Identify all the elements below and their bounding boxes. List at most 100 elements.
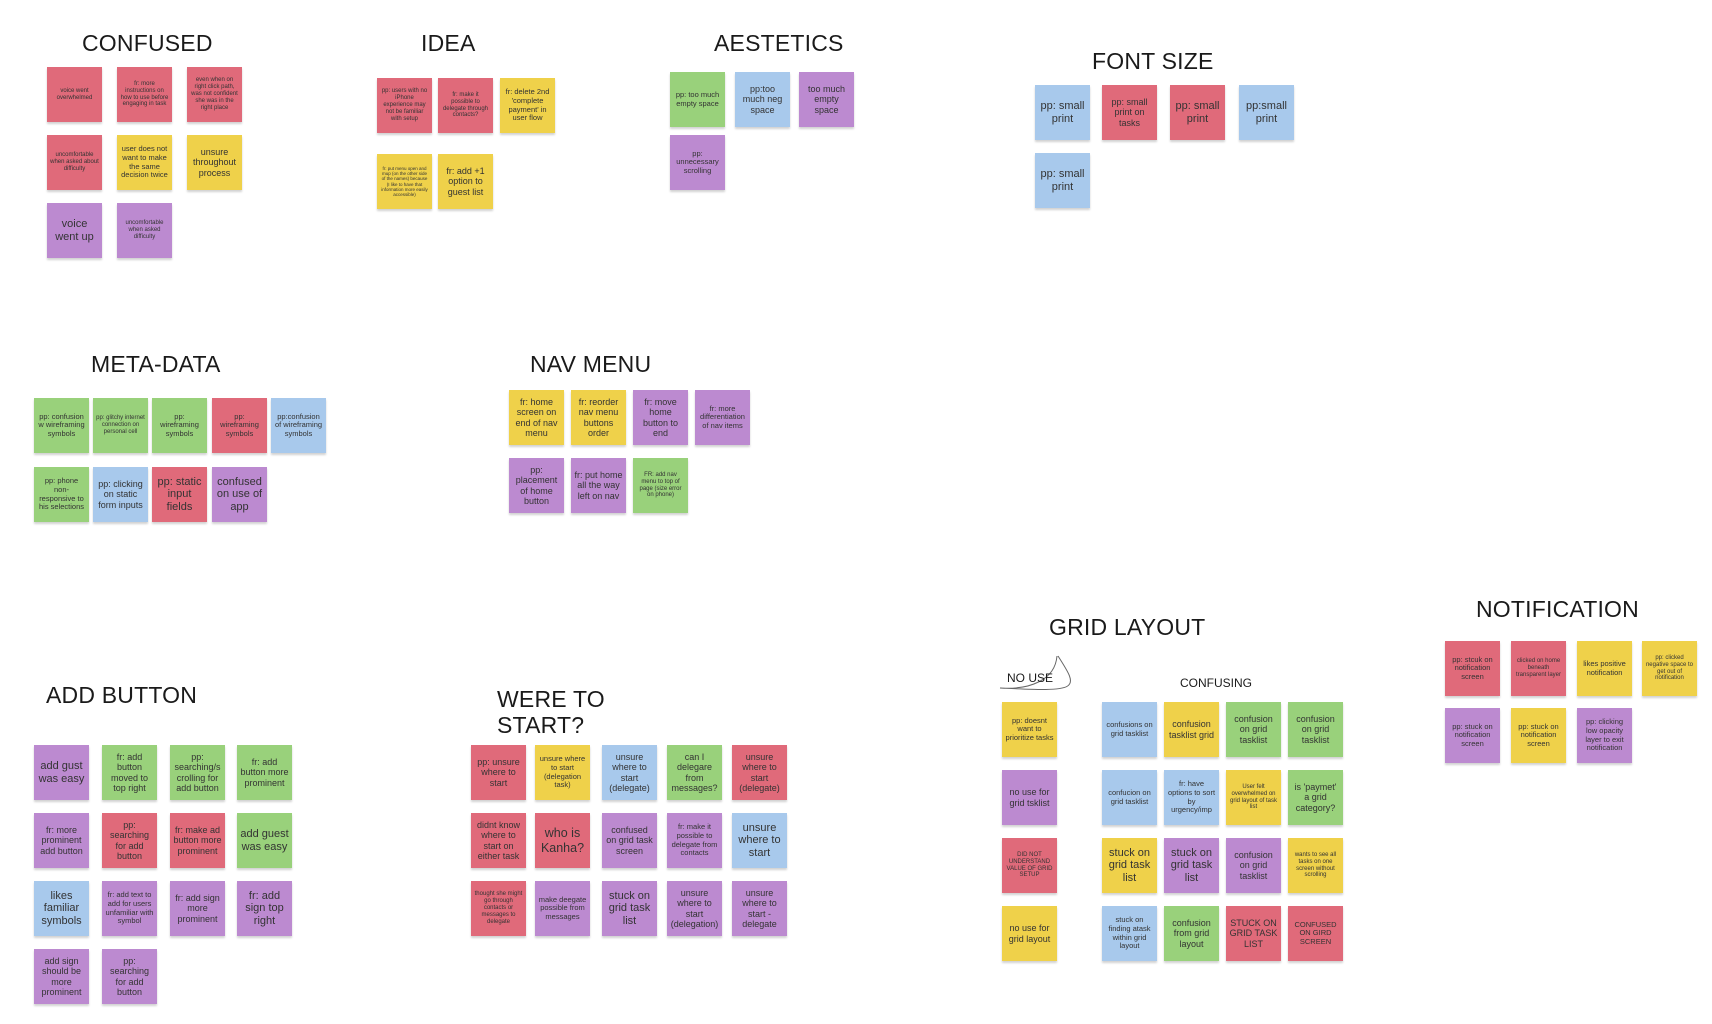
- sticky-note[interactable]: fr: add sign top right: [237, 881, 292, 936]
- sticky-note[interactable]: fr: add button more prominent: [237, 745, 292, 800]
- sticky-note[interactable]: pp: clicking low opacity layer to exit n…: [1577, 708, 1632, 763]
- sticky-note[interactable]: fr: add +1 option to guest list: [438, 154, 493, 209]
- sticky-note[interactable]: voice went up: [47, 203, 102, 258]
- sticky-note[interactable]: confusion from grid layout: [1164, 906, 1219, 961]
- sticky-note[interactable]: fr: move home button to end: [633, 390, 688, 445]
- sticky-note[interactable]: pp: clicked negative space to get out of…: [1642, 641, 1697, 696]
- sticky-note[interactable]: fr: home screen on end of nav menu: [509, 390, 564, 445]
- sticky-note[interactable]: unsure where to start (delegate): [602, 745, 657, 800]
- sticky-note[interactable]: make deegate possible from messages: [535, 881, 590, 936]
- sticky-note[interactable]: pp: small print: [1035, 153, 1090, 208]
- sticky-note[interactable]: unsure where to start (delegate): [732, 745, 787, 800]
- sticky-note[interactable]: fr: more prominent add button: [34, 813, 89, 868]
- sticky-note[interactable]: User felt overwhelmed on grid layout of …: [1226, 770, 1281, 825]
- sticky-note[interactable]: confusion tasklist grid: [1164, 702, 1219, 757]
- sticky-note[interactable]: FR: add nav menu to top of page (size er…: [633, 458, 688, 513]
- sticky-note[interactable]: stuck on finding atask within grid layou…: [1102, 906, 1157, 961]
- sticky-note[interactable]: pp: unsure where to start: [471, 745, 526, 800]
- sticky-note[interactable]: unsure throughout process: [187, 135, 242, 190]
- sticky-note[interactable]: confusion on grid tasklist: [1226, 838, 1281, 893]
- sticky-note[interactable]: fr: more instructions on how to use befo…: [117, 67, 172, 122]
- sticky-note[interactable]: fr: put home all the way left on nav: [571, 458, 626, 513]
- sticky-note[interactable]: pp: static input fields: [152, 467, 207, 522]
- sticky-note[interactable]: CONFUSED ON GIRD SCREEN: [1288, 906, 1343, 961]
- sticky-note[interactable]: no use for grid tsklist: [1002, 770, 1057, 825]
- sticky-note[interactable]: likes familiar symbols: [34, 881, 89, 936]
- sticky-note[interactable]: pp: clicking on static form inputs: [93, 467, 148, 522]
- sticky-note[interactable]: fr: make it possible to delegate from co…: [667, 813, 722, 868]
- sticky-note[interactable]: pp: stuck on notification screen: [1511, 708, 1566, 763]
- sticky-note[interactable]: pp: placement of home button: [509, 458, 564, 513]
- sticky-note[interactable]: fr: have options to sort by urgency/imp: [1164, 770, 1219, 825]
- sticky-note[interactable]: fr: add sign more prominent: [170, 881, 225, 936]
- sticky-note[interactable]: pp: doesnt want to prioritize tasks: [1002, 702, 1057, 757]
- cluster-title-meta-data: META-DATA: [91, 351, 221, 377]
- sticky-note[interactable]: pp: phone non-responsive to his selectio…: [34, 467, 89, 522]
- sticky-note[interactable]: pp: stcuk on notification screen: [1445, 641, 1500, 696]
- sticky-note[interactable]: pp: confusion w wireframing symbols: [34, 398, 89, 453]
- cluster-title-notification: NOTIFICATION: [1476, 596, 1639, 622]
- sticky-note[interactable]: stuck on grid task list: [1102, 838, 1157, 893]
- sticky-note[interactable]: didnt know where to start on either task: [471, 813, 526, 868]
- sticky-note[interactable]: pp:confusion of wireframing symbols: [271, 398, 326, 453]
- sticky-note[interactable]: unsure where to start (delegation task): [535, 745, 590, 800]
- sticky-note[interactable]: uncomfortable when asked difficulty: [117, 203, 172, 258]
- sticky-note[interactable]: add gust was easy: [34, 745, 89, 800]
- sticky-note[interactable]: pp: wireframing symbols: [212, 398, 267, 453]
- sticky-note[interactable]: confusion on grid tasklist: [1288, 702, 1343, 757]
- sticky-note[interactable]: pp: users with no iPhone experience may …: [377, 78, 432, 133]
- sticky-note[interactable]: confused on grid task screen: [602, 813, 657, 868]
- sticky-note[interactable]: pp: searching/s crolling for add button: [170, 745, 225, 800]
- sticky-note[interactable]: clicked on home beneath transparent laye…: [1511, 641, 1566, 696]
- sticky-note[interactable]: thought she might go through contacts or…: [471, 881, 526, 936]
- sticky-note[interactable]: likes positive notification: [1577, 641, 1632, 696]
- sticky-note[interactable]: unsure where to start: [732, 813, 787, 868]
- cluster-title-were-to-start-line2: START?: [497, 712, 585, 738]
- sticky-note[interactable]: confusion on grid tasklist: [1226, 702, 1281, 757]
- sticky-note[interactable]: pp:too much neg space: [735, 72, 790, 127]
- sticky-note[interactable]: fr: add text to add for users unfamiliar…: [102, 881, 157, 936]
- sticky-note[interactable]: no use for grid layout: [1002, 906, 1057, 961]
- sticky-note[interactable]: pp: searching for add button: [102, 949, 157, 1004]
- sticky-note[interactable]: confusions on grid tasklist: [1102, 702, 1157, 757]
- sticky-note[interactable]: add sign should be more prominent: [34, 949, 89, 1004]
- sticky-note[interactable]: wants to see all tasks on one screen wit…: [1288, 838, 1343, 893]
- sticky-note[interactable]: pp: small print: [1170, 85, 1225, 140]
- sticky-note[interactable]: even when on right click path, was not c…: [187, 67, 242, 122]
- sticky-note[interactable]: fr: reorder nav menu buttons order: [571, 390, 626, 445]
- sticky-note[interactable]: uncomfortable when asked about difficult…: [47, 135, 102, 190]
- sticky-note[interactable]: is 'paymet' a grid category?: [1288, 770, 1343, 825]
- sticky-note[interactable]: unsure where to start (delegation): [667, 881, 722, 936]
- sticky-note[interactable]: fr: make ad button more prominent: [170, 813, 225, 868]
- sticky-note[interactable]: pp: searching for add button: [102, 813, 157, 868]
- sticky-note[interactable]: pp:small print: [1239, 85, 1294, 140]
- sticky-note[interactable]: pp: glitchy internet connection on perso…: [93, 398, 148, 453]
- sticky-note[interactable]: fr: put menu open and mup (on the other …: [377, 154, 432, 209]
- sticky-note[interactable]: STUCK ON GRID TASK LIST: [1226, 906, 1281, 961]
- sticky-note[interactable]: can I delegare from messages?: [667, 745, 722, 800]
- cluster-title-nav-menu: NAV MENU: [530, 351, 652, 377]
- sticky-note[interactable]: DID NOT UNDERSTAND VALUE OF GRID SETUP: [1002, 838, 1057, 893]
- sticky-note[interactable]: user does not want to make the same deci…: [117, 135, 172, 190]
- sticky-note[interactable]: fr: delete 2nd 'complete payment' in use…: [500, 78, 555, 133]
- cluster-title-aestetics: AESTETICS: [714, 30, 844, 56]
- confusing-label: CONFUSING: [1180, 676, 1252, 690]
- sticky-note[interactable]: confused on use of app: [212, 467, 267, 522]
- sticky-note[interactable]: pp: small print: [1035, 85, 1090, 140]
- sticky-note[interactable]: pp: wireframing symbols: [152, 398, 207, 453]
- sticky-note[interactable]: pp: unnecessary scrolling: [670, 135, 725, 190]
- sticky-note[interactable]: confucion on grid tasklist: [1102, 770, 1157, 825]
- sticky-note[interactable]: pp: stuck on notification screen: [1445, 708, 1500, 763]
- sticky-note[interactable]: stuck on grid task list: [1164, 838, 1219, 893]
- sticky-note[interactable]: fr: make it possible to delegate through…: [438, 78, 493, 133]
- sticky-note[interactable]: who is Kanha?: [535, 813, 590, 868]
- sticky-note[interactable]: unsure where to start - delegate: [732, 881, 787, 936]
- sticky-note[interactable]: fr: more differentiation of nav items: [695, 390, 750, 445]
- sticky-note[interactable]: too much empty space: [799, 72, 854, 127]
- sticky-note[interactable]: add guest was easy: [237, 813, 292, 868]
- sticky-note[interactable]: fr: add button moved to top right: [102, 745, 157, 800]
- sticky-note[interactable]: voice went overwhelmed: [47, 67, 102, 122]
- sticky-note[interactable]: stuck on grid task list: [602, 881, 657, 936]
- sticky-note[interactable]: pp: too much empty space: [670, 72, 725, 127]
- sticky-note[interactable]: pp: small print on tasks: [1102, 85, 1157, 140]
